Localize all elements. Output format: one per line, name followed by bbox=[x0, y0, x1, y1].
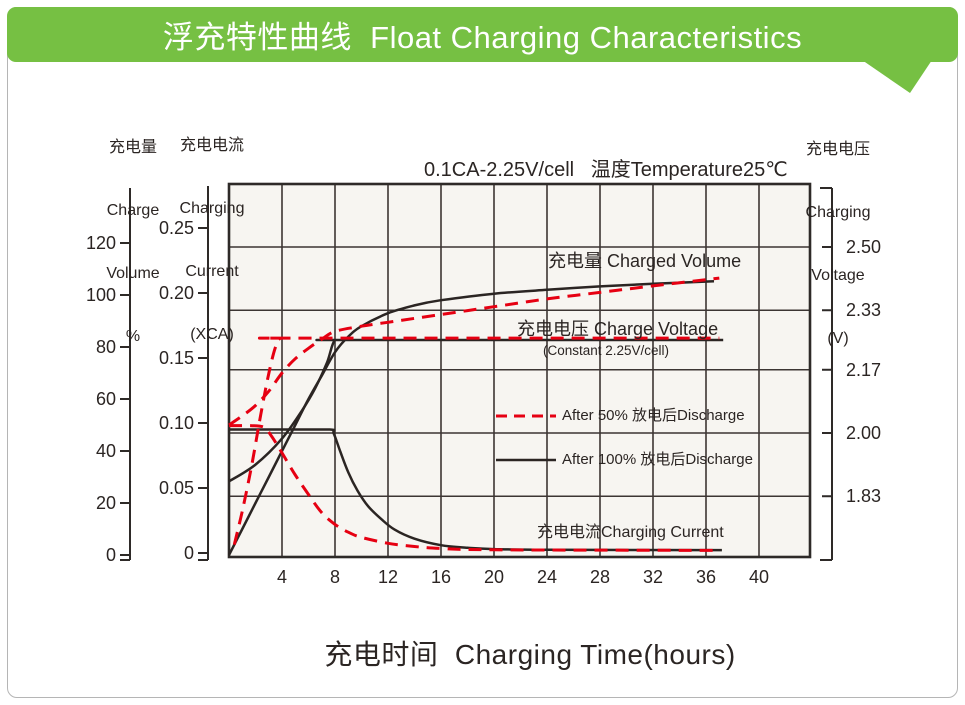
charged-volume-curve-label: 充电量 Charged Volume bbox=[548, 251, 742, 271]
page-title: 浮充特性曲线 Float Charging Characteristics bbox=[162, 20, 803, 55]
axis-title-line: Charging bbox=[179, 200, 245, 217]
axis-title-line: Charging bbox=[805, 204, 871, 221]
svg-text:36: 36 bbox=[696, 567, 716, 587]
svg-text:0.25: 0.25 bbox=[159, 218, 194, 238]
axis-title-line: (V) bbox=[827, 330, 849, 347]
svg-text:16: 16 bbox=[431, 567, 451, 587]
svg-text:1.83: 1.83 bbox=[846, 486, 881, 506]
svg-text:2.50: 2.50 bbox=[846, 237, 881, 257]
chart-condition-title: 0.1CA-2.25V/cell 温度Temperature25℃ bbox=[424, 159, 788, 181]
svg-text:0.05: 0.05 bbox=[159, 478, 194, 498]
charging-voltage-axis-title: 充电电压 Charging Voltage (V) bbox=[786, 97, 890, 391]
svg-text:20: 20 bbox=[96, 493, 116, 513]
svg-text:12: 12 bbox=[378, 567, 398, 587]
svg-text:0: 0 bbox=[106, 545, 116, 565]
banner-tail-pointer bbox=[862, 60, 932, 93]
legend-after-50-discharge: After 50% 放电后Discharge bbox=[562, 407, 745, 424]
charge-voltage-curve-label: 充电电压 Charge Voltage bbox=[517, 319, 719, 339]
svg-text:40: 40 bbox=[749, 567, 769, 587]
axis-title-line: Volume bbox=[106, 265, 160, 282]
svg-text:40: 40 bbox=[96, 441, 116, 461]
svg-text:2.17: 2.17 bbox=[846, 360, 881, 380]
svg-text:2.00: 2.00 bbox=[846, 423, 881, 443]
axis-title-line: 充电电压 bbox=[805, 141, 870, 158]
curve-charge_voltage_100 bbox=[228, 338, 724, 483]
svg-text:4: 4 bbox=[277, 567, 287, 587]
svg-text:20: 20 bbox=[484, 567, 504, 587]
svg-text:32: 32 bbox=[643, 567, 663, 587]
svg-text:120: 120 bbox=[86, 233, 116, 253]
svg-text:0.10: 0.10 bbox=[159, 413, 194, 433]
svg-text:0.20: 0.20 bbox=[159, 283, 194, 303]
axis-title-line: Voltage bbox=[811, 267, 865, 284]
axis-title-line: % bbox=[125, 328, 141, 345]
svg-text:100: 100 bbox=[86, 285, 116, 305]
charging-current-axis-title: 充电电流 Charging Current (XCA) bbox=[160, 93, 264, 387]
axis-title-line: Charge bbox=[106, 202, 160, 219]
svg-text:0: 0 bbox=[184, 543, 194, 563]
svg-text:0.15: 0.15 bbox=[159, 348, 194, 368]
axis-title-line: 充电量 bbox=[108, 139, 157, 156]
charging-current-curve-label: 充电电流Charging Current bbox=[537, 524, 724, 541]
svg-text:80: 80 bbox=[96, 337, 116, 357]
axis-title-line: (XCA) bbox=[190, 326, 234, 343]
title-banner: 浮充特性曲线 Float Charging Characteristics bbox=[7, 7, 958, 62]
curve-charging_current_50 bbox=[228, 424, 720, 552]
svg-text:28: 28 bbox=[590, 567, 610, 587]
axis-title-line: 充电电流 bbox=[179, 137, 244, 154]
svg-text:24: 24 bbox=[537, 567, 557, 587]
svg-text:8: 8 bbox=[330, 567, 340, 587]
axis-title-line: Current bbox=[185, 263, 239, 280]
svg-text:2.33: 2.33 bbox=[846, 300, 881, 320]
charge-volume-axis-title: 充电量 Charge Volume % bbox=[81, 95, 185, 389]
x-axis-title: 充电时间 Charging Time(hours) bbox=[324, 639, 736, 670]
curve-charge_voltage_50 bbox=[232, 336, 720, 545]
legend-after-100-discharge: After 100% 放电后Discharge bbox=[562, 451, 753, 468]
svg-text:60: 60 bbox=[96, 389, 116, 409]
charge-voltage-subnote: (Constant 2.25V/cell) bbox=[542, 343, 670, 358]
